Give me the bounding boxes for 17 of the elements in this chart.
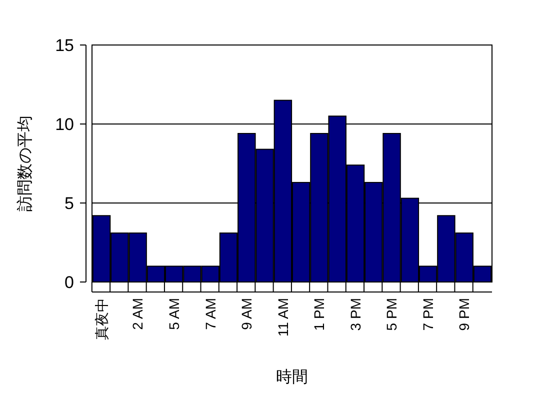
y-tick-label: 15 [55,36,74,55]
x-axis-title: 時間 [276,368,308,386]
x-tick-label: 真夜中 [93,298,110,340]
x-tick-label: 7 PM [420,298,436,331]
y-tick-label: 5 [64,194,74,213]
x-tick-label: 9 PM [456,298,472,331]
x-tick-label: 7 AM [202,298,218,330]
x-tick-label: 9 AM [238,298,255,330]
x-tick-label: 5 AM [166,298,182,330]
y-axis-title: 訪問数の平均 [16,116,34,212]
x-tick-label: 5 PM [384,298,400,331]
x-tick-label: 11 AM [274,298,291,337]
y-tick-label: 0 [64,272,74,292]
x-tick-label: 2 AM [130,298,146,330]
y-tick-label: 10 [55,114,74,134]
x-tick-label: 1 PM [311,298,328,331]
x-tick-label: 3 PM [347,298,364,331]
